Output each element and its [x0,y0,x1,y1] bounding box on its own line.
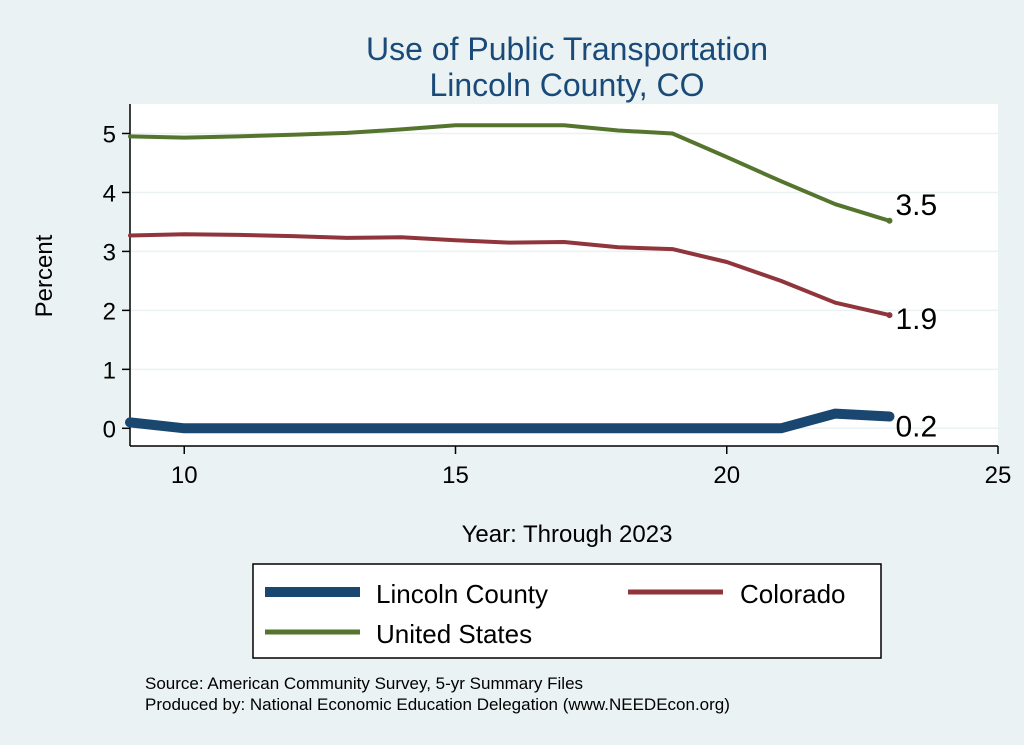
x-axis-title: Year: Through 2023 [462,521,673,548]
series-lines [125,123,895,434]
y-axis-title: Percent [31,234,58,317]
series-line-united-states [128,123,892,223]
y-tick-label: 4 [103,180,116,207]
legend-label-colorado: Colorado [740,579,846,609]
source-note: Source: American Community Survey, 5-yr … [145,674,583,693]
x-tick-label: 15 [442,462,469,489]
y-tick-label: 5 [103,121,116,148]
end-point-lincoln-county [886,413,893,420]
axes: 0 1 2 3 4 5 10 15 20 25 [103,104,1012,489]
legend-label-united-states: United States [376,619,532,649]
series-line-colorado [128,232,892,318]
y-tick-label: 3 [103,239,116,266]
chart-subtitle: Lincoln County, CO [429,67,704,103]
y-tick-label: 2 [103,298,116,325]
y-tick-label: 0 [103,416,116,443]
legend-label-lincoln-county: Lincoln County [376,579,548,609]
x-tick-label: 10 [171,462,198,489]
end-point-colorado [886,312,893,319]
series-line-lincoln-county [125,408,895,434]
legend: Lincoln County Colorado United States [252,563,882,659]
end-label-lincoln-county: 0.2 [896,411,938,444]
end-label-united-states: 3.5 [896,189,938,222]
end-labels: 0.2 1.9 3.5 [886,189,938,444]
x-tick-label: 25 [985,462,1012,489]
x-tick-label: 20 [713,462,740,489]
chart-title: Use of Public Transportation [366,31,768,67]
end-point-united-states [886,217,893,224]
plot-area [130,104,998,446]
legend-box [252,563,882,659]
producer-note: Produced by: National Economic Education… [145,695,730,714]
end-label-colorado: 1.9 [896,303,938,336]
y-tick-label: 1 [103,357,116,384]
